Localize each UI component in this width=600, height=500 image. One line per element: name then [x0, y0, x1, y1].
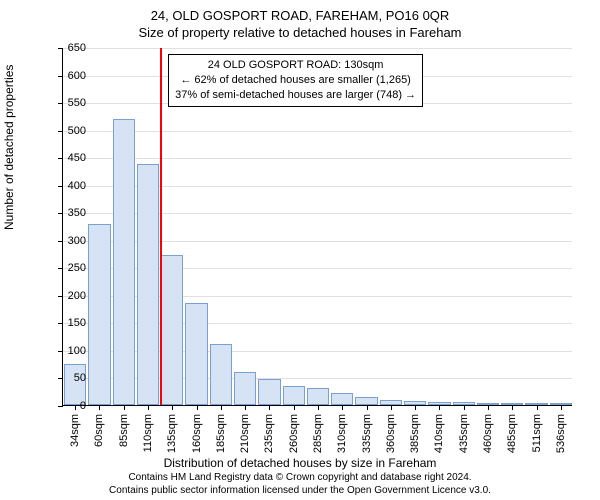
y-tick-label: 450: [46, 152, 86, 164]
y-tick-label: 400: [46, 180, 86, 192]
x-tick-label: 310sqm: [336, 414, 348, 453]
x-tick-mark: [197, 405, 198, 410]
annotation-line: 24 OLD GOSPORT ROAD: 130sqm: [175, 58, 416, 73]
histogram-bar: [113, 119, 135, 405]
histogram-bar: [283, 386, 305, 405]
annotation-line: 37% of semi-detached houses are larger (…: [175, 88, 416, 103]
x-tick-label: 410sqm: [433, 414, 445, 453]
y-tick-label: 250: [46, 262, 86, 274]
y-tick-label: 500: [46, 125, 86, 137]
x-tick-label: 360sqm: [385, 414, 397, 453]
footer-attribution: Contains HM Land Registry data © Crown c…: [0, 472, 600, 497]
y-tick-label: 150: [46, 317, 86, 329]
histogram-bar: [355, 397, 377, 405]
grid-line: [63, 158, 572, 159]
y-tick-label: 50: [46, 372, 86, 384]
chart-title-address: 24, OLD GOSPORT ROAD, FAREHAM, PO16 0QR: [0, 0, 600, 23]
histogram-bar: [161, 255, 183, 405]
annotation-line: ← 62% of detached houses are smaller (1,…: [175, 73, 416, 88]
x-tick-mark: [294, 405, 295, 410]
footer-line-1: Contains HM Land Registry data © Crown c…: [0, 472, 600, 485]
histogram-bar: [331, 393, 353, 405]
x-tick-mark: [391, 405, 392, 410]
y-tick-label: 650: [46, 42, 86, 54]
chart-title-subtitle: Size of property relative to detached ho…: [0, 23, 600, 40]
histogram-bar: [88, 224, 110, 405]
x-tick-mark: [415, 405, 416, 410]
histogram-bar: [234, 372, 256, 405]
x-tick-label: 485sqm: [506, 414, 518, 453]
x-tick-mark: [318, 405, 319, 410]
property-annotation-box: 24 OLD GOSPORT ROAD: 130sqm← 62% of deta…: [168, 54, 423, 107]
y-tick-label: 350: [46, 207, 86, 219]
histogram-bar: [307, 388, 329, 405]
x-tick-label: 385sqm: [409, 414, 421, 453]
histogram-bar: [185, 303, 207, 405]
x-tick-label: 285sqm: [312, 414, 324, 453]
x-tick-mark: [221, 405, 222, 410]
x-tick-label: 260sqm: [288, 414, 300, 453]
x-tick-mark: [148, 405, 149, 410]
x-tick-label: 235sqm: [263, 414, 275, 453]
grid-line: [63, 131, 572, 132]
x-tick-mark: [488, 405, 489, 410]
x-tick-label: 185sqm: [215, 414, 227, 453]
x-tick-mark: [245, 405, 246, 410]
x-tick-label: 511sqm: [531, 414, 543, 452]
y-tick-label: 100: [46, 345, 86, 357]
x-tick-label: 435sqm: [458, 414, 470, 453]
x-tick-label: 85sqm: [118, 414, 130, 447]
x-tick-label: 335sqm: [361, 414, 373, 453]
histogram-bar: [258, 379, 280, 405]
x-tick-mark: [342, 405, 343, 410]
y-tick-label: 0: [46, 400, 86, 412]
x-tick-mark: [269, 405, 270, 410]
x-axis-label: Distribution of detached houses by size …: [0, 456, 600, 470]
histogram-chart: 34sqm60sqm85sqm110sqm135sqm160sqm185sqm2…: [62, 48, 572, 406]
x-tick-mark: [512, 405, 513, 410]
y-tick-label: 600: [46, 70, 86, 82]
y-tick-label: 200: [46, 290, 86, 302]
x-tick-mark: [464, 405, 465, 410]
x-tick-mark: [172, 405, 173, 410]
x-tick-label: 160sqm: [191, 414, 203, 453]
y-tick-label: 550: [46, 97, 86, 109]
grid-line: [63, 48, 572, 49]
x-tick-mark: [124, 405, 125, 410]
footer-line-2: Contains public sector information licen…: [0, 485, 600, 498]
histogram-bar: [137, 164, 159, 405]
x-tick-mark: [561, 405, 562, 410]
x-tick-label: 210sqm: [239, 414, 251, 453]
y-axis-label: Number of detached properties: [2, 65, 16, 230]
x-tick-mark: [367, 405, 368, 410]
y-tick-label: 300: [46, 235, 86, 247]
property-marker-line: [160, 48, 162, 405]
x-tick-label: 536sqm: [555, 414, 567, 453]
x-tick-label: 460sqm: [482, 414, 494, 453]
x-tick-label: 110sqm: [142, 414, 154, 452]
x-tick-mark: [537, 405, 538, 410]
x-tick-label: 135sqm: [166, 414, 178, 453]
x-tick-mark: [99, 405, 100, 410]
histogram-bar: [210, 344, 232, 405]
x-tick-mark: [439, 405, 440, 410]
x-tick-label: 60sqm: [93, 414, 105, 447]
x-tick-label: 34sqm: [69, 414, 81, 447]
